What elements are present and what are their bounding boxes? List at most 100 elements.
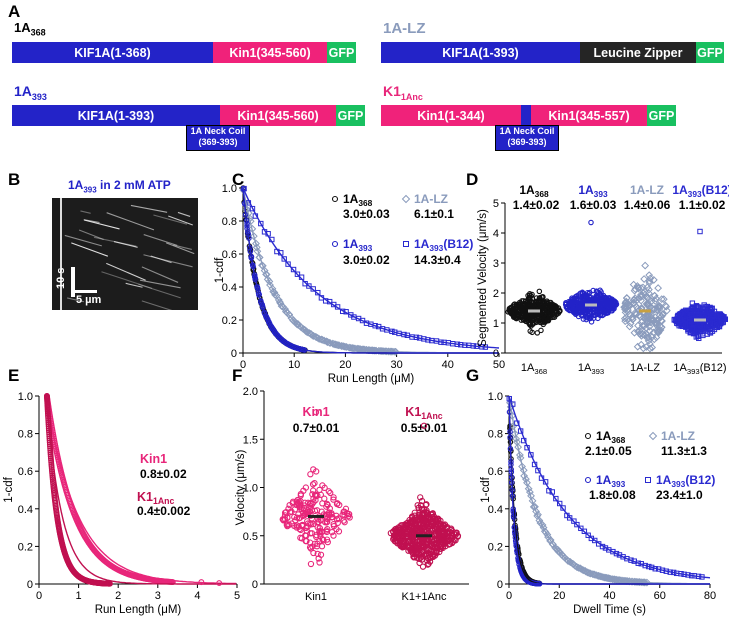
data-point: [652, 333, 661, 342]
legend-marker: [584, 476, 592, 484]
x-tick-label: 50: [493, 359, 505, 371]
data-point: [252, 243, 261, 252]
data-point: [630, 286, 639, 295]
data-point: [521, 302, 527, 308]
data-point: [541, 304, 547, 310]
y-tick-label: 1.5: [243, 434, 258, 446]
data-point: [295, 511, 302, 518]
data-point: [631, 308, 639, 317]
y-axis-label: Velocity (μm/s): [235, 450, 247, 526]
data-point: [613, 550, 620, 557]
data-point: [515, 312, 521, 319]
y-tick-label: 0.8: [222, 216, 237, 228]
data-point: [644, 293, 653, 302]
y-tick-label: 4: [493, 228, 499, 240]
data-point: [324, 538, 331, 546]
x-tick-label: 30: [390, 359, 402, 371]
data-point: [313, 507, 321, 514]
coil-box: 1A Neck Coil (369-393): [495, 125, 559, 151]
legend-label: 1A-LZ: [414, 192, 448, 206]
data-point: [649, 306, 658, 314]
label-main: 1A: [596, 429, 612, 443]
data-point: [295, 502, 302, 509]
y-tick-label: 2.0: [243, 386, 258, 398]
label-sub: 393: [611, 479, 625, 489]
data-point: [638, 291, 647, 300]
label-main: 1A: [673, 362, 687, 374]
data-point: [538, 521, 547, 529]
data-point: [288, 508, 295, 515]
data-point: [316, 527, 323, 535]
data-point: [297, 490, 305, 498]
kymograph-track: [166, 242, 195, 255]
fit-line: [242, 187, 499, 354]
data-point: [307, 499, 314, 507]
data-point: [633, 342, 642, 351]
data-point: [588, 219, 594, 226]
data-point: [650, 335, 659, 344]
data-point: [323, 519, 330, 526]
x-tick-label: 40: [442, 359, 454, 371]
x-category-label: Kin1: [305, 591, 327, 603]
data-point: [643, 300, 652, 309]
data-point: [252, 239, 260, 248]
label-main: 1A-LZ: [414, 192, 448, 206]
label-sub: 368: [535, 189, 549, 199]
data-point: [420, 543, 428, 550]
kymograph-track: [71, 242, 109, 257]
label-sub: 393: [594, 189, 608, 199]
data-point: [448, 532, 455, 539]
data-point: [314, 550, 321, 558]
data-point: [330, 521, 337, 528]
data-point: [646, 344, 654, 353]
data-point: [536, 288, 543, 295]
data-point: [265, 277, 274, 286]
data-point: [543, 530, 552, 539]
y-tick-label: 0.2: [18, 541, 33, 553]
data-point: [424, 538, 432, 545]
data-point: [655, 303, 664, 312]
data-point: [518, 462, 526, 471]
label-main: 1A: [343, 237, 359, 251]
label-main: K1: [137, 490, 153, 504]
data-point: [606, 295, 613, 301]
legend-label: 1A-LZ: [661, 429, 695, 443]
data-point: [274, 296, 283, 304]
data-point: [430, 541, 437, 548]
legend-marker: [403, 241, 409, 247]
data-point: [316, 486, 323, 494]
y-tick-label: 1.0: [243, 483, 258, 495]
data-point: [330, 494, 337, 501]
x-category-label: 1A393(B12): [673, 362, 726, 376]
kymograph-track: [139, 279, 181, 289]
data-point: [334, 500, 341, 507]
label-main: Kin1: [140, 452, 167, 466]
legend-marker: [645, 477, 651, 483]
x-tick-label: 4: [194, 590, 200, 602]
data-point: [556, 500, 563, 507]
data-point: [663, 306, 671, 315]
y-tick-label: 0.4: [222, 282, 237, 294]
data-point: [438, 529, 445, 537]
data-point: [440, 522, 448, 529]
data-point: [328, 511, 335, 518]
data-point: [289, 498, 297, 505]
y-tick-label: 1.0: [488, 391, 503, 403]
bar-gfp: GFP: [327, 42, 356, 63]
data-point: [417, 494, 424, 501]
data-point: [340, 517, 347, 524]
data-point: [253, 247, 262, 256]
bar-kin1-345-557: Kin1(345-557): [531, 105, 647, 126]
legend-value: 0.4±0.002: [137, 504, 191, 518]
group-label: 1A-LZ: [630, 183, 664, 197]
data-point: [566, 301, 573, 307]
label-main: 1A-LZ: [661, 429, 695, 443]
data-point: [388, 347, 397, 356]
x-category-label: K1+1Anc: [402, 591, 447, 603]
data-point: [302, 537, 309, 545]
x-category-label: 1A393: [578, 362, 604, 376]
data-point: [444, 533, 451, 540]
data-point: [527, 328, 533, 334]
data-point: [528, 452, 534, 458]
data-point: [513, 302, 520, 309]
